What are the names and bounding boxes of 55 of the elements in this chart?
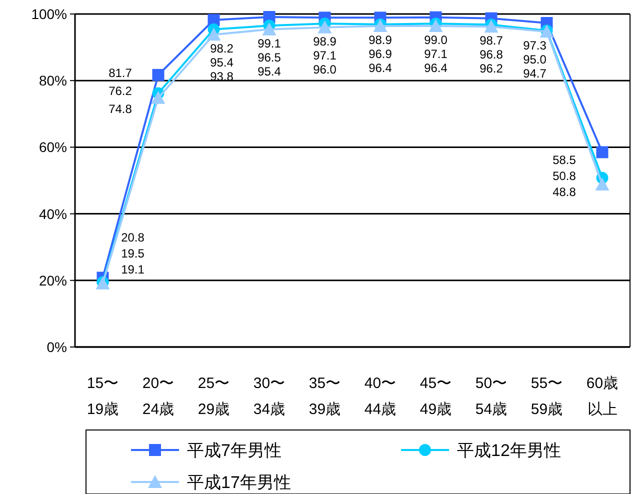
y-tick-label: 100%: [31, 6, 67, 22]
point: [152, 68, 164, 81]
data-label: 95.4: [210, 56, 234, 70]
y-tick-label: 20%: [38, 272, 67, 288]
legend-label: 平成12年男性: [457, 441, 561, 460]
x-tick-label: 20〜24歳: [142, 375, 174, 418]
data-label: 98.9: [368, 32, 392, 47]
data-label: 94.7: [523, 66, 547, 81]
data-label: 74.8: [108, 102, 132, 116]
y-tick-label: 60%: [38, 139, 67, 156]
data-label: 50.8: [552, 169, 576, 184]
data-label: 95.4: [258, 64, 282, 78]
y-tick-label: 80%: [38, 72, 67, 89]
data-label: 98.7: [480, 34, 504, 48]
point: [206, 28, 221, 41]
data-label: 97.3: [523, 38, 547, 53]
y-tick-label: 40%: [38, 206, 67, 222]
legend-label: 平成7年男性: [187, 441, 282, 460]
y-tick-label: 0%: [46, 339, 67, 355]
x-tick-label: 25〜29歳: [198, 375, 230, 418]
data-label: 96.5: [258, 50, 282, 64]
data-label: 95.0: [523, 52, 547, 67]
data-label: 99.0: [424, 32, 448, 47]
data-label: 96.4: [424, 60, 448, 75]
data-label: 96.8: [480, 48, 504, 62]
data-label: 96.9: [368, 46, 392, 61]
x-tick-label: 55〜59歳: [530, 375, 563, 418]
point: [596, 146, 608, 158]
x-tick-label: 40〜44歳: [364, 375, 396, 418]
x-tick-label: 50〜54歳: [475, 375, 508, 418]
data-label: 96.4: [368, 60, 392, 75]
x-tick-label: 30〜34歳: [253, 375, 286, 418]
x-tick-label: 35〜39歳: [308, 375, 341, 418]
data-label: 48.8: [552, 185, 576, 200]
data-label: 98.2: [210, 42, 234, 56]
data-label: 20.8: [121, 230, 145, 245]
data-label: 97.1: [424, 46, 448, 61]
point: [262, 22, 276, 36]
point: [595, 177, 610, 190]
point: [318, 20, 332, 34]
legend-label: 平成17年男性: [187, 473, 291, 492]
data-label: 97.1: [313, 48, 337, 62]
data-label: 81.7: [108, 66, 132, 80]
x-tick-label: 15〜19歳: [86, 375, 119, 418]
data-label: 98.9: [313, 34, 337, 48]
data-label: 96.2: [480, 62, 504, 76]
data-label: 19.1: [121, 262, 145, 277]
data-label: 76.2: [108, 84, 132, 98]
x-tick-label: 60歳以上: [586, 375, 618, 418]
data-label: 58.5: [552, 153, 576, 168]
data-label: 99.1: [258, 36, 282, 50]
data-label: 96.0: [313, 62, 337, 76]
x-tick-label: 45〜49歳: [420, 375, 452, 418]
data-label: 19.5: [121, 246, 145, 261]
point: [151, 90, 166, 104]
